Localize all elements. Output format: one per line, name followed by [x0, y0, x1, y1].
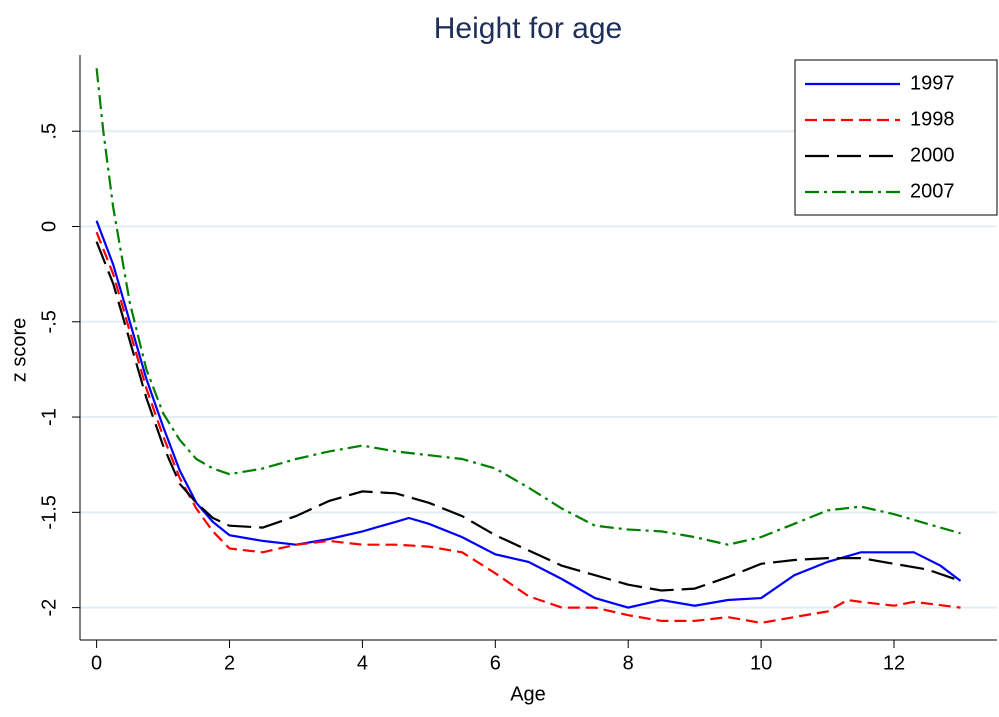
x-tick-label: 8: [623, 652, 634, 674]
legend-label: 2007: [910, 180, 955, 202]
x-tick-label: 10: [750, 652, 772, 674]
y-tick-label: -2: [38, 599, 60, 617]
x-axis-label: Age: [510, 683, 546, 705]
series-line: [95, 220, 962, 609]
x-tick-label: 12: [883, 652, 905, 674]
legend-label: 1998: [910, 108, 955, 130]
legend-label: 2000: [910, 144, 955, 166]
series-line: [95, 241, 961, 592]
series-line: [95, 231, 961, 625]
chart-title: Height for age: [434, 12, 622, 45]
y-tick-label: -1.5: [38, 495, 60, 529]
x-tick-label: 0: [91, 652, 102, 674]
x-tick-label: 6: [490, 652, 501, 674]
y-axis-label: z score: [8, 318, 30, 382]
x-tick-label: 4: [357, 652, 368, 674]
legend-label: 1997: [910, 72, 955, 94]
y-tick-label: .5: [38, 123, 60, 140]
x-tick-label: 2: [224, 652, 235, 674]
legend-box: [794, 59, 998, 216]
y-tick-label: -.5: [38, 310, 60, 333]
y-tick-label: -1: [38, 408, 60, 426]
y-tick-label: 0: [38, 221, 60, 232]
series-line: [95, 68, 961, 546]
